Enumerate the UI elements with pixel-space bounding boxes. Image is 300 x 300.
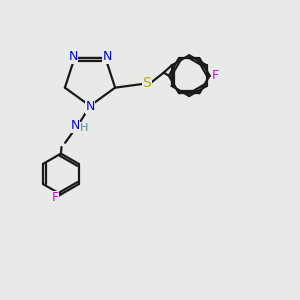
Text: N: N bbox=[70, 119, 80, 132]
Text: N: N bbox=[68, 50, 78, 63]
Text: N: N bbox=[102, 50, 112, 63]
Text: N: N bbox=[85, 100, 95, 113]
Text: S: S bbox=[142, 76, 151, 91]
Text: F: F bbox=[212, 69, 219, 82]
Text: H: H bbox=[80, 123, 88, 133]
Text: F: F bbox=[51, 191, 58, 205]
